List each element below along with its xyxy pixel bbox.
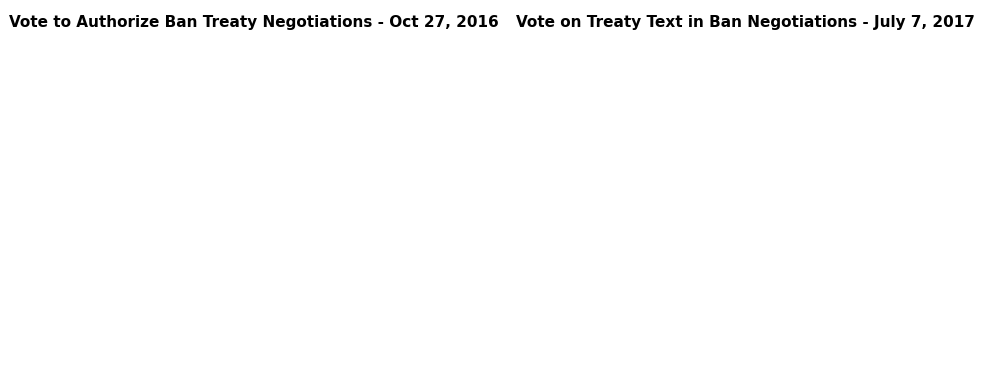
- Title: Vote to Authorize Ban Treaty Negotiations - Oct 27, 2016: Vote to Authorize Ban Treaty Negotiation…: [9, 15, 499, 30]
- Title: Vote on Treaty Text in Ban Negotiations - July 7, 2017: Vote on Treaty Text in Ban Negotiations …: [516, 15, 975, 30]
